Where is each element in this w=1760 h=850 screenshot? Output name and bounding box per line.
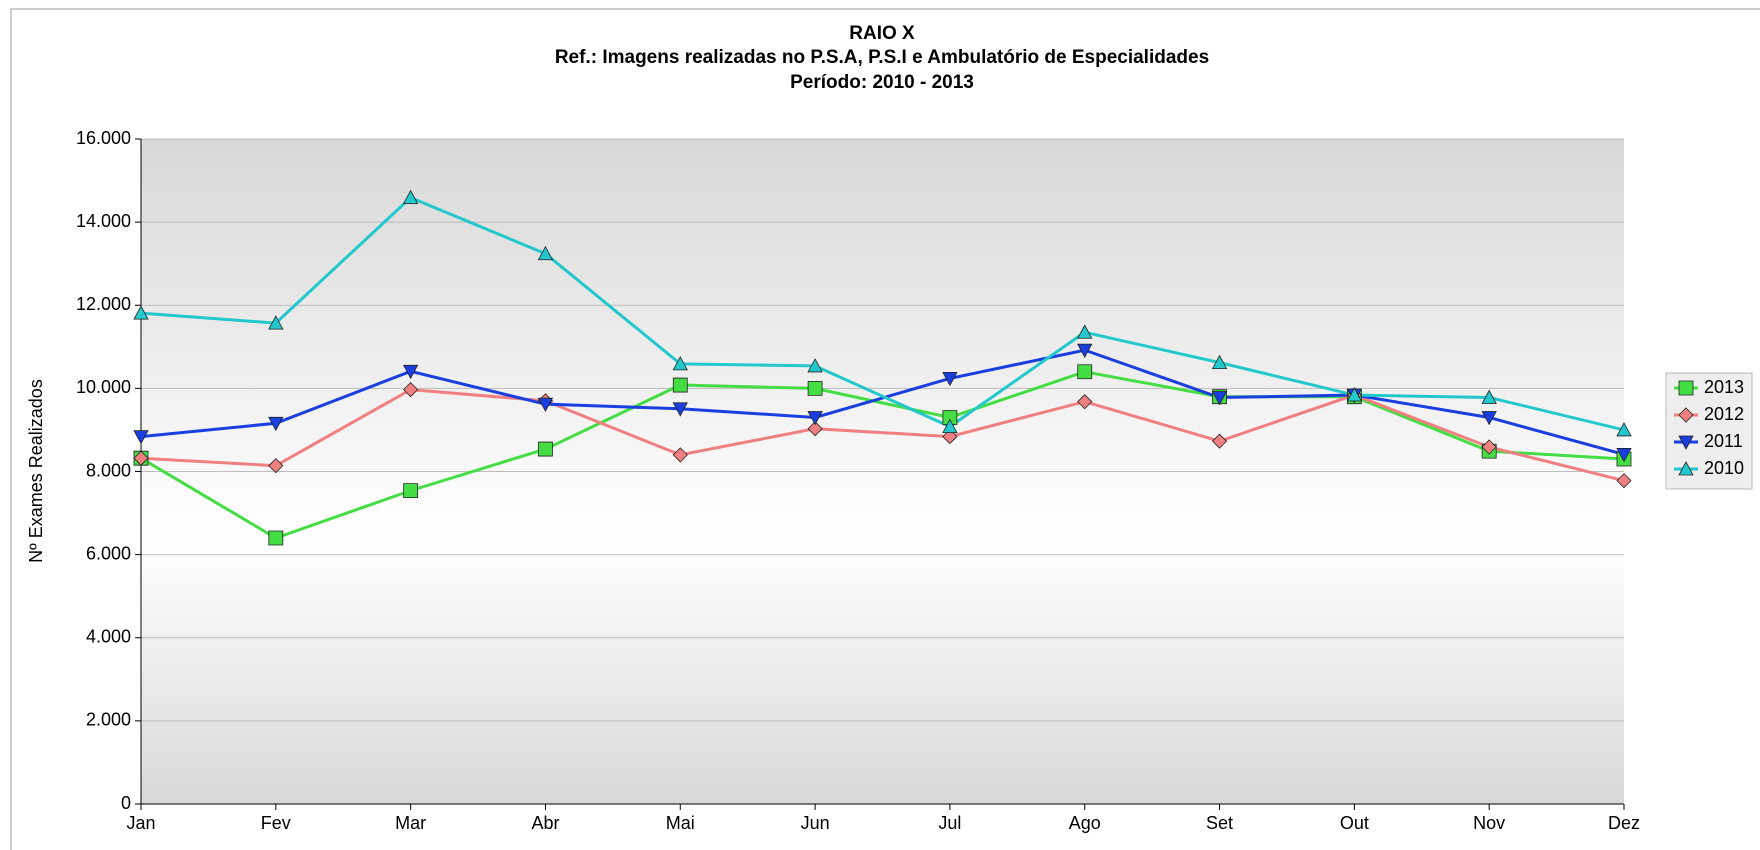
chart-title: RAIO X: [849, 23, 915, 44]
chart-subtitle: Ref.: Imagens realizadas no P.S.A, P.S.I…: [555, 47, 1209, 68]
data-point: [1481, 411, 1497, 426]
x-tick-label: Abr: [531, 813, 559, 833]
x-tick-label: Jun: [801, 813, 830, 833]
data-point: [1346, 387, 1363, 402]
data-point: [268, 416, 284, 432]
data-point: [1616, 473, 1632, 489]
data-point: [402, 189, 419, 205]
y-tick-label: 2.000: [86, 710, 131, 730]
series-line: [140, 195, 1625, 432]
y-tick-label: 12.000: [76, 294, 131, 314]
data-point: [672, 447, 688, 463]
data-point: [1616, 448, 1632, 463]
data-point: [1077, 364, 1093, 380]
data-point: [942, 418, 958, 434]
data-point: [133, 430, 149, 445]
x-tick-label: Jul: [938, 813, 961, 833]
data-point: [1077, 343, 1093, 358]
chart-subtitle: Período: 2010 - 2013: [790, 72, 974, 93]
legend-label: 2011: [1704, 431, 1743, 451]
data-point: [942, 429, 958, 445]
data-point: [942, 372, 958, 387]
legend-marker: [1678, 380, 1694, 396]
legend-label: 2013: [1704, 377, 1744, 397]
data-point: [537, 397, 554, 413]
y-tick-label: 10.000: [76, 377, 131, 397]
legend-label: 2012: [1704, 404, 1744, 424]
data-point: [1481, 439, 1497, 455]
x-tick-label: Fev: [261, 813, 291, 833]
x-tick-label: Set: [1206, 813, 1233, 833]
data-point: [133, 450, 149, 466]
x-tick-label: Ago: [1069, 813, 1101, 833]
data-point: [1211, 433, 1228, 449]
data-point: [807, 411, 823, 426]
data-point: [807, 421, 823, 437]
data-point: [1077, 394, 1093, 410]
series-line: [140, 388, 1625, 483]
data-point: [403, 483, 419, 499]
legend-marker: [1678, 461, 1694, 476]
y-tick-label: 4.000: [86, 627, 131, 647]
data-point: [1211, 391, 1228, 406]
data-point: [402, 364, 419, 380]
data-point: [403, 382, 419, 398]
legend-marker: [1678, 435, 1694, 450]
data-point: [1211, 354, 1228, 370]
y-tick-label: 8.000: [86, 460, 131, 480]
y-tick-label: 0: [121, 793, 131, 813]
data-point: [268, 458, 284, 474]
series-line: [140, 348, 1625, 456]
data-point: [268, 315, 284, 330]
x-tick-label: Out: [1340, 813, 1369, 833]
chart-frame: [10, 8, 1760, 850]
data-point: [1077, 324, 1093, 339]
series-line: [140, 370, 1625, 540]
data-point: [537, 245, 554, 261]
x-tick-label: Nov: [1473, 813, 1505, 833]
data-point: [133, 305, 149, 320]
data-point: [942, 410, 958, 425]
data-point: [807, 358, 823, 373]
x-tick-label: Mar: [395, 813, 426, 833]
x-tick-label: Jan: [126, 813, 155, 833]
y-tick-label: 16.000: [76, 128, 131, 148]
legend-label: 2010: [1704, 458, 1744, 478]
y-tick-label: 14.000: [76, 211, 131, 231]
data-point: [807, 380, 823, 396]
data-point: [672, 356, 688, 371]
y-tick-label: 6.000: [86, 543, 131, 563]
x-tick-label: Dez: [1608, 813, 1640, 833]
data-point: [538, 441, 553, 457]
data-point: [268, 530, 284, 546]
data-point: [1616, 422, 1632, 437]
data-point: [1481, 389, 1497, 404]
legend-marker: [1678, 407, 1694, 423]
data-point: [672, 402, 688, 417]
data-point: [672, 377, 688, 393]
x-tick-label: Mai: [666, 813, 695, 833]
y-axis-label: Nº Exames Realizados: [26, 379, 46, 563]
